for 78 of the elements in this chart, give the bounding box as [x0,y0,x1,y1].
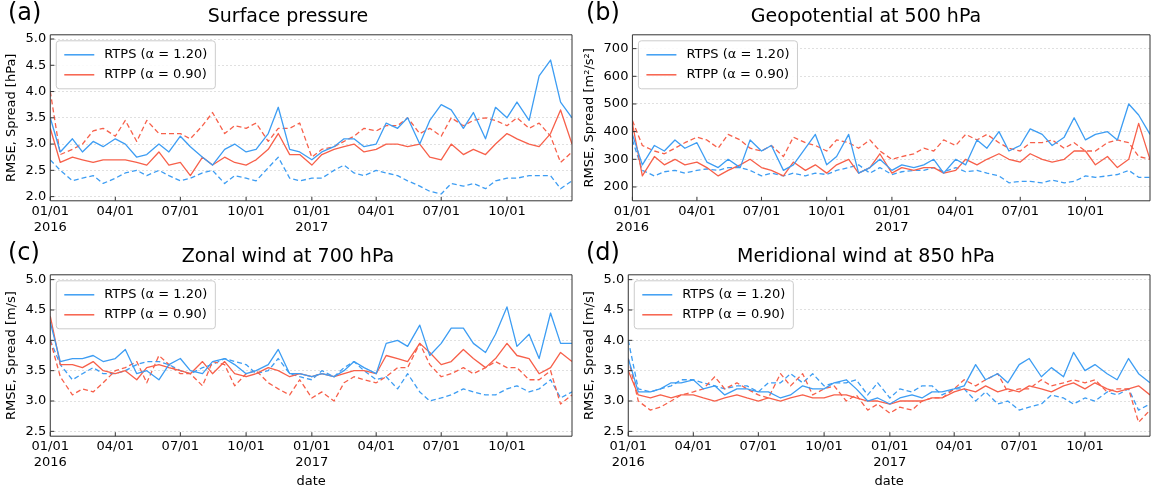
chart-title: Surface pressure [207,4,369,27]
y-tick-label: 3.5 [25,362,47,378]
y-axis-title: RMSE, Spread [m²/s²] [581,48,597,188]
y-tick-label: 4.5 [25,301,47,317]
legend-label: RTPS (α = 1.20) [104,46,208,62]
x-tick-label: 01/01 2016 [31,438,70,469]
y-tick-label: 5.0 [25,271,47,287]
x-tick-label: 01/01 2017 [873,202,911,234]
x-tick-label: 10/01 [227,202,265,218]
x-tick-label: 01/01 2016 [613,202,652,234]
y-tick-label: 700 [603,40,629,56]
text: (d) [586,238,620,267]
x-axis-title: date [874,472,904,488]
legend-label: RTPS (α = 1.20) [686,46,790,62]
y-tick-label: 600 [603,67,629,83]
y-tick-label: 2.5 [25,422,47,438]
x-tick-label: 07/01 [422,438,460,454]
y-axis-title: RMSE, Spread [hPa] [3,53,19,183]
x-tick-label: 07/01 [739,438,778,454]
y-tick-label: 4.5 [25,56,47,72]
chart-title: Zonal wind at 700 hPa [181,244,395,267]
x-tick-label: 10/01 [488,438,526,454]
legend-label: RTPP (α = 0.90) [104,66,207,82]
legend-label: RTPP (α = 0.90) [686,66,790,82]
y-tick-label: 5.0 [603,271,625,287]
text: (c) [8,238,40,267]
legend-label: RTPS (α = 1.20) [104,286,208,302]
y-tick-label: 4.0 [25,82,47,98]
y-tick-label: 5.0 [25,30,47,46]
x-tick-label: 10/01 [1066,202,1105,218]
y-tick-label: 3.5 [603,362,625,378]
y-tick-label: 2.5 [25,161,47,177]
x-tick-label: 04/01 [674,438,713,454]
x-tick-label: 10/01 [488,202,526,218]
text: (b) [586,0,620,27]
x-tick-label: 04/01 [357,438,395,454]
y-tick-label: 400 [603,123,629,139]
y-tick-label: 4.5 [603,301,625,317]
x-tick-label: 04/01 [678,202,716,218]
y-tick-label: 2.5 [603,422,625,438]
x-tick-label: 01/01 2016 [609,438,648,469]
x-tick-label: 04/01 [96,202,135,218]
chart-title: Meridional wind at 850 hPa [737,244,995,267]
y-axis-title: RMSE, Spread [m/s] [581,291,597,420]
y-tick-label: 4.0 [25,331,47,347]
x-tick-label: 10/01 [805,438,843,454]
x-tick-label: 04/01 [357,202,395,218]
legend-label: RTPS (α = 1.20) [682,286,786,302]
x-tick-label: 07/01 [422,202,460,218]
x-tick-label: 04/01 [935,438,973,454]
legend-label: RTPP (α = 0.90) [104,306,207,322]
x-tick-label: 07/01 [1000,438,1038,454]
y-tick-label: 200 [603,178,629,194]
x-tick-label: 07/01 [1001,202,1039,218]
y-tick-label: 3.0 [25,392,47,408]
legend-label: RTPP (α = 0.90) [682,306,785,322]
y-axis-title: RMSE, Spread [m/s] [3,291,19,420]
line-series [50,156,572,195]
y-tick-label: 4.0 [603,331,625,347]
x-tick-label: 07/01 [742,202,781,218]
x-tick-label: 04/01 [936,202,975,218]
y-tick-label: 3.5 [25,109,47,125]
x-tick-label: 10/01 [1066,438,1104,454]
y-tick-label: 2.0 [25,187,47,203]
x-tick-label: 07/01 [161,438,200,454]
y-tick-label: 300 [603,150,629,166]
x-tick-label: 10/01 [807,202,846,218]
y-tick-label: 3.0 [25,135,47,151]
x-tick-label: 07/01 [161,202,200,218]
chart-title: Geopotential at 500 hPa [750,4,982,27]
text: (a) [8,0,42,27]
x-axis-title: date [296,472,326,488]
x-tick-label: 04/01 [96,438,135,454]
x-tick-label: 10/01 [227,438,265,454]
y-tick-label: 3.0 [603,392,625,408]
x-tick-label: 01/01 2016 [31,202,70,234]
y-tick-label: 500 [603,95,629,111]
x-tick-label: 01/01 2017 [293,202,331,234]
